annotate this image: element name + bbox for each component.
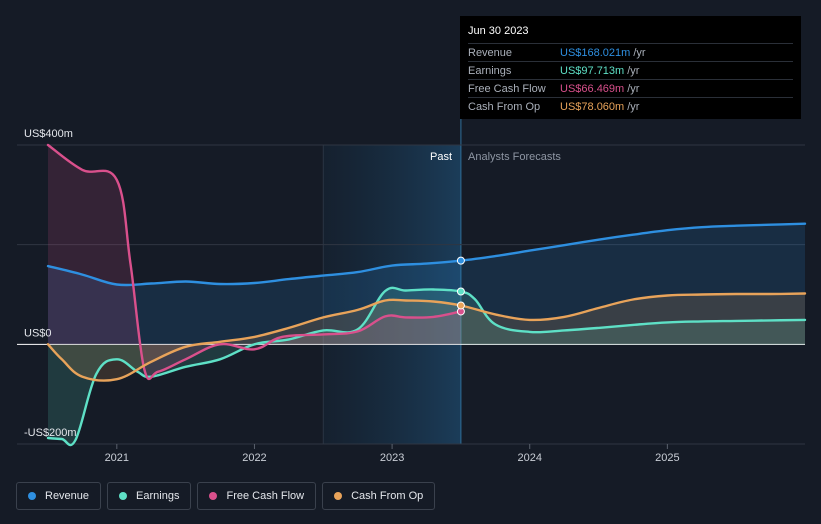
x-tick-label: 2023: [380, 452, 404, 464]
legend-item-revenue[interactable]: Revenue: [16, 482, 102, 510]
tooltip-row: Earnings US$97.713m/yr: [468, 61, 793, 79]
past-band-rect: [323, 145, 461, 444]
tooltip-row-unit: /yr: [627, 82, 640, 95]
tooltip-row-name: Cash From Op: [468, 100, 541, 113]
y-tick-label: -US$200m: [24, 427, 77, 439]
revenue-marker: [456, 256, 465, 265]
tooltip-row-value: US$66.469m: [560, 82, 625, 95]
forecast-label: Analysts Forecasts: [468, 151, 561, 163]
cash-from-op-line: [46, 292, 807, 382]
x-axis: 2021 2022 2023 2024 2025: [105, 444, 680, 464]
earnings-marker: [456, 287, 465, 296]
tooltip-date: Jun 30 2023: [468, 25, 529, 37]
earnings-line: [46, 286, 807, 447]
tooltip-row-unit: /yr: [633, 46, 646, 59]
legend-dot-icon: [209, 492, 218, 500]
legend-dot-icon: [334, 492, 343, 500]
x-tick-label: 2024: [517, 452, 541, 464]
tooltip-row-value: US$78.060m: [560, 100, 625, 113]
past-region: [322, 16, 462, 444]
tooltip-row: Revenue US$168.021m/yr: [468, 43, 793, 61]
x-tick-label: 2025: [655, 452, 679, 464]
free-cash-flow-line: [46, 143, 463, 381]
tooltip-row-name: Free Cash Flow: [468, 82, 546, 95]
x-tick-label: 2021: [105, 452, 129, 464]
legend: Revenue Earnings Free Cash Flow Cash From O…: [16, 482, 436, 510]
tooltip-row-name: Revenue: [468, 46, 513, 59]
legend-label: Free Cash Flow: [226, 490, 305, 502]
legend-dot-icon: [119, 492, 128, 500]
legend-item-free-cash-flow[interactable]: Free Cash Flow: [197, 482, 317, 510]
legend-label: Revenue: [45, 490, 90, 502]
cash-from-op-area: [48, 293, 805, 381]
y-tick-label: US$0: [24, 327, 52, 339]
tooltip-row-name: Earnings: [468, 64, 512, 77]
tooltip-row-unit: /yr: [627, 100, 640, 113]
legend-item-cash-from-op[interactable]: Cash From Op: [322, 482, 436, 510]
tooltip-row: Cash From Op US$78.060m/yr: [468, 97, 793, 115]
legend-label: Cash From Op: [351, 490, 424, 502]
grid: [17, 144, 805, 445]
tooltip-row-value: US$97.713m: [560, 64, 625, 77]
tooltip: Jun 30 2023 Revenue US$168.021m/yr Earning…: [460, 16, 801, 119]
legend-item-earnings[interactable]: Earnings: [107, 482, 192, 510]
highlight-markers: [456, 256, 465, 316]
revenue-line: [46, 222, 807, 287]
tooltip-row: Free Cash Flow US$66.469m/yr: [468, 79, 793, 97]
past-label: Past: [430, 151, 452, 163]
x-tick-label: 2022: [242, 452, 266, 464]
y-tick-label: US$400m: [24, 128, 73, 140]
legend-dot-icon: [28, 492, 36, 500]
legend-label: Earnings: [136, 490, 180, 502]
tooltip-row-unit: /yr: [627, 64, 640, 77]
cash-from-op-marker: [456, 301, 465, 310]
series-lines: [46, 143, 807, 447]
tooltip-row-value: US$168.021m: [560, 46, 631, 59]
y-axis: US$400m US$0 -US$200m: [24, 128, 77, 439]
revenue-area: [48, 223, 805, 345]
